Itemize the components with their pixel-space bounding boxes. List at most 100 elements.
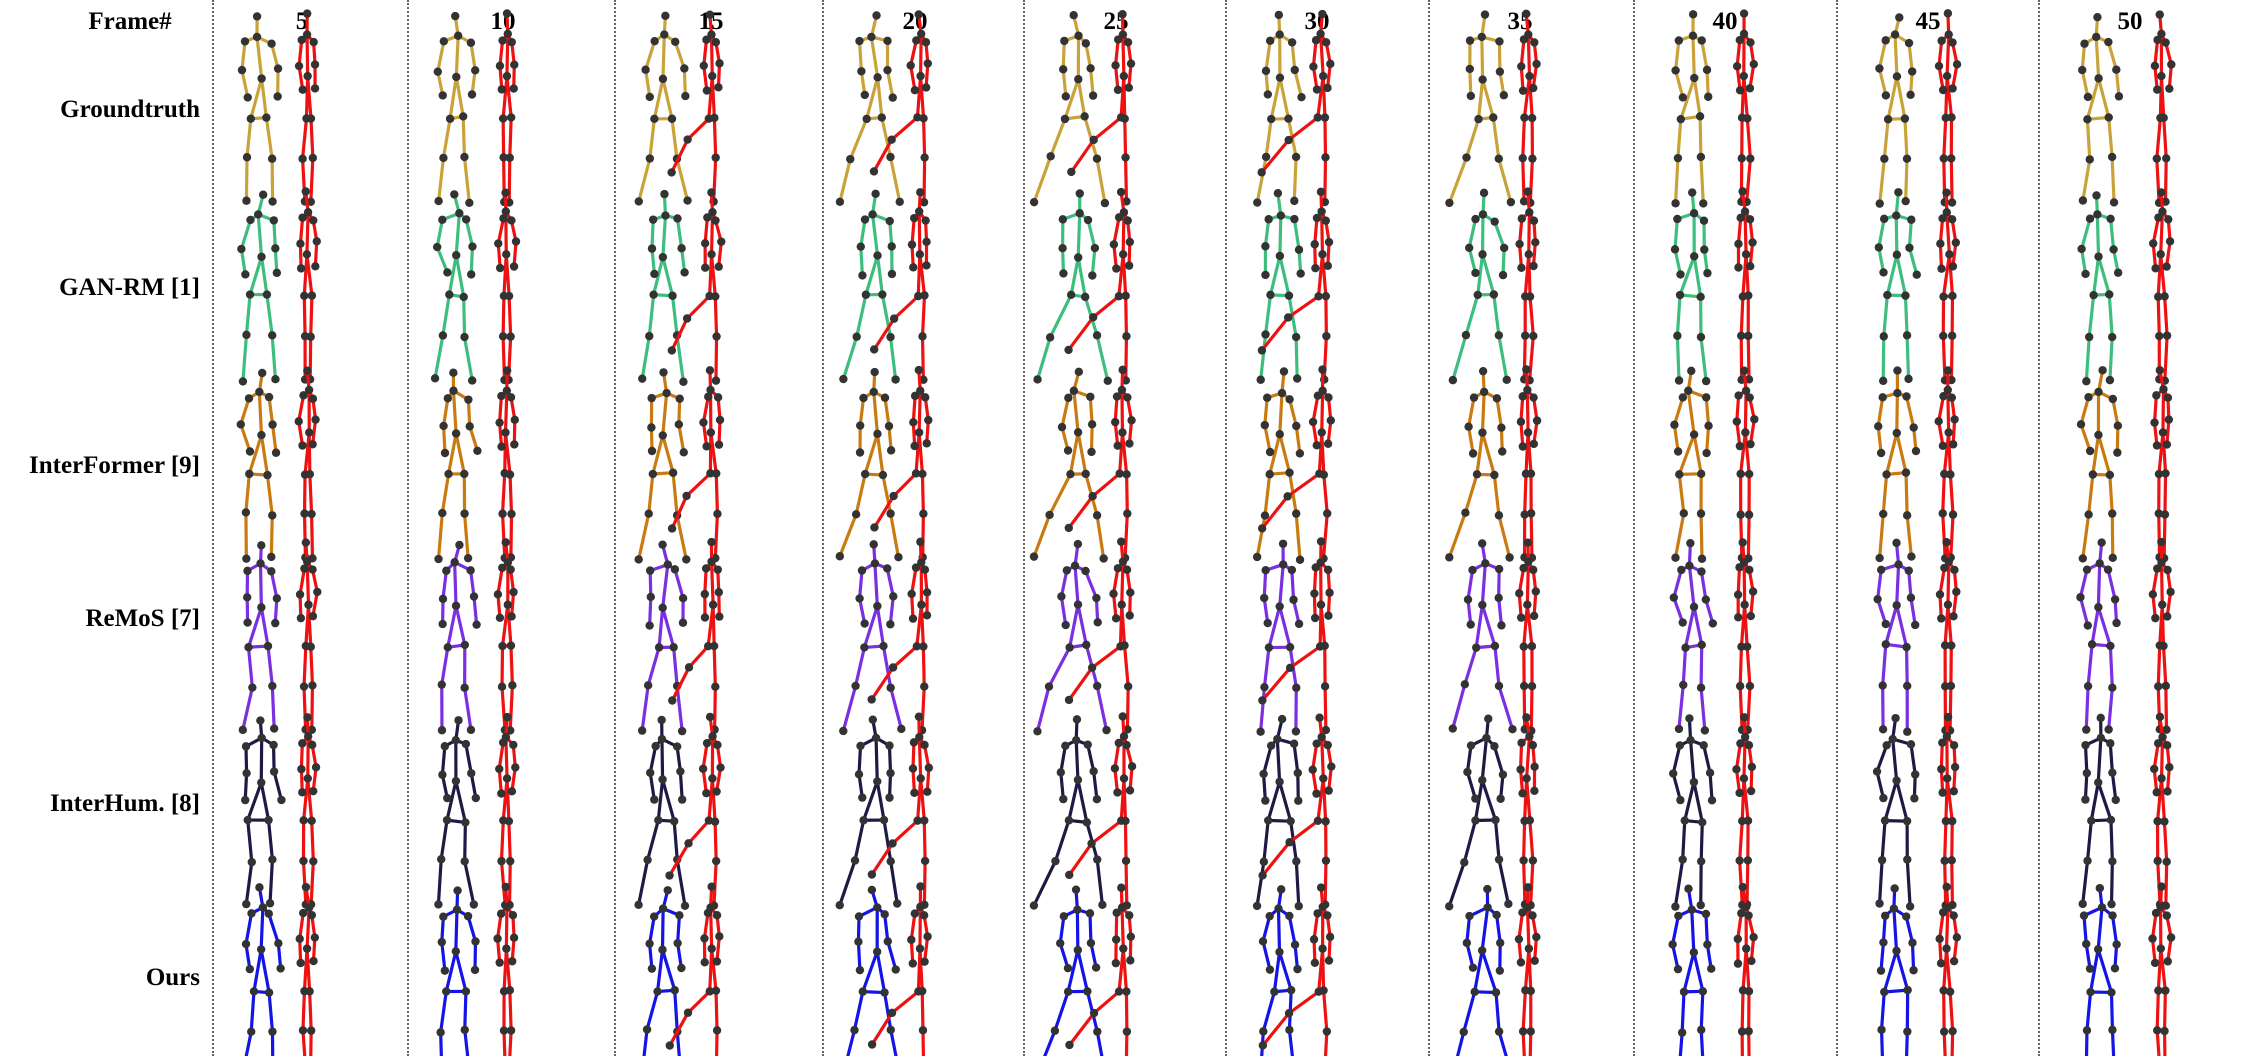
skeleton-joint (711, 216, 719, 224)
skeleton-joint (923, 439, 931, 447)
skeleton-joint (917, 774, 925, 782)
skeleton-joint (906, 61, 914, 69)
skeleton-joint (494, 239, 502, 247)
skeleton-joint (1296, 449, 1304, 457)
skeleton-joint (665, 871, 673, 879)
skeleton-bone (1744, 562, 1745, 604)
skeleton-bone (510, 117, 511, 157)
skeleton-joint (241, 270, 249, 278)
skeleton-joint (1678, 855, 1686, 863)
skeleton-joint (501, 189, 509, 197)
skeleton-joint (1736, 739, 1744, 747)
skeleton-joint (1323, 911, 1331, 919)
skeleton-joint (1681, 644, 1689, 652)
skeleton-joint (1295, 902, 1303, 910)
skeleton-joint (861, 91, 869, 99)
skeleton-bone (1530, 159, 1532, 203)
skeleton-joint (1312, 739, 1320, 747)
skeleton-joint (1074, 428, 1082, 436)
skeleton-joint (701, 239, 709, 247)
skeleton-bone (272, 686, 274, 729)
skeleton-joint (868, 210, 876, 218)
main-skeleton (1253, 11, 1306, 207)
skeleton-joint (464, 912, 472, 920)
skeleton-joint (648, 447, 656, 455)
skeleton-bone (251, 991, 254, 1031)
skeleton-joint (706, 713, 714, 721)
skeleton-joint (1742, 944, 1750, 952)
skeleton-joint (916, 944, 924, 952)
main-skeleton (1030, 11, 1109, 207)
skeleton-joint (242, 554, 250, 562)
skeleton-joint (1112, 909, 1120, 917)
skeleton-joint (1065, 524, 1073, 532)
skeleton-joint (923, 611, 931, 619)
skeleton-bone (2164, 514, 2165, 558)
skeleton-joint (438, 680, 446, 688)
skeleton-joint (2094, 945, 2102, 953)
skeleton-joint (299, 857, 307, 865)
skeleton-joint (681, 902, 689, 910)
skeleton-bone (261, 607, 268, 646)
skeleton-joint (267, 40, 275, 48)
skeleton-bone (1263, 992, 1274, 1032)
skeleton-joint (1322, 216, 1330, 224)
skeleton-bone (890, 157, 899, 202)
skeleton-joint (1903, 155, 1911, 163)
skeleton-bone (653, 435, 663, 474)
skeleton-bone (1897, 76, 1905, 118)
skeleton-bone (465, 861, 474, 904)
skeleton-joint (1121, 817, 1129, 825)
skeleton-joint (1262, 67, 1270, 75)
partner-skeleton (1734, 187, 1756, 384)
main-skeleton (1256, 540, 1303, 736)
skeleton-bone (1682, 992, 1684, 1033)
skeleton-joint (1944, 9, 1952, 17)
skeleton-joint (682, 492, 690, 500)
main-skeleton (634, 716, 689, 910)
skeleton-joint (1265, 643, 1273, 651)
skeleton-bone (511, 646, 512, 686)
skeleton-joint (1319, 986, 1327, 994)
skeleton-joint (1292, 153, 1300, 161)
partner-skeleton (1937, 713, 1959, 910)
skeleton-joint (1317, 188, 1325, 196)
skeleton-joint (1530, 612, 1538, 620)
skeleton-joint (2108, 911, 2116, 919)
skeleton-joint (2086, 155, 2094, 163)
partner-skeleton (665, 713, 724, 910)
skeleton-joint (1938, 788, 1946, 796)
skeleton-bone (1952, 860, 1953, 905)
skeleton-bone (474, 597, 477, 625)
skeleton-joint (1532, 587, 1540, 595)
skeleton-joint (441, 449, 449, 457)
skeleton-bone (1906, 159, 1907, 201)
skeleton-bone (307, 212, 308, 254)
skeleton-bone (249, 647, 253, 687)
skeleton-joint (452, 429, 460, 437)
skeleton-bone (1897, 433, 1906, 473)
skeleton-joint (2081, 795, 2089, 803)
skeleton-bone (309, 605, 311, 647)
skeleton-joint (1684, 885, 1692, 893)
skeleton-joint (1685, 714, 1693, 722)
skeleton-joint (1065, 643, 1073, 651)
skeleton-bone (1482, 950, 1496, 992)
skeleton-bone (503, 514, 505, 558)
skeleton-bone (716, 337, 717, 381)
main-skeleton (237, 369, 281, 563)
skeleton-joint (1936, 590, 1944, 598)
skeleton-joint (1277, 885, 1285, 893)
skeleton-joint (909, 263, 917, 271)
skeleton-joint (1285, 468, 1293, 476)
skeleton-bone (456, 781, 465, 822)
skeleton-joint (2153, 564, 2161, 572)
skeleton-bone (650, 119, 655, 159)
skeleton-joint (450, 558, 458, 566)
skeleton-joint (1904, 375, 1912, 383)
skeleton-joint (883, 564, 891, 572)
skeleton-joint (664, 560, 672, 568)
skeleton-joint (1123, 509, 1131, 517)
skeleton-bone (677, 335, 683, 381)
skeleton-joint (1045, 511, 1053, 519)
